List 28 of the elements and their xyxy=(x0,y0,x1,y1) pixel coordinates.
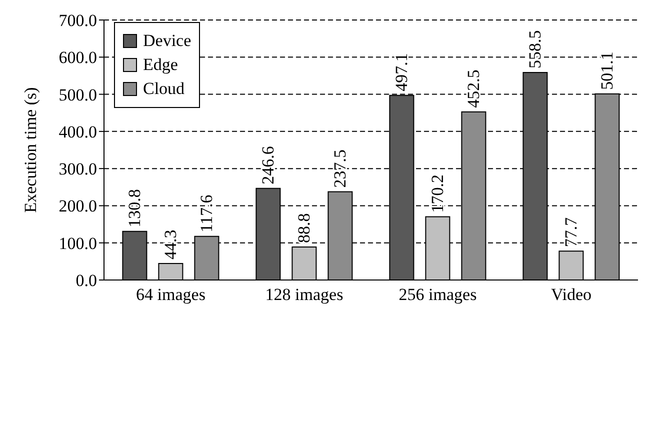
y-axis-title: Execution time (s) xyxy=(21,87,40,213)
data-label: 88.8 xyxy=(294,213,314,244)
y-tick-label: 200.0 xyxy=(58,196,97,216)
y-tick-label: 0.0 xyxy=(76,271,97,290)
data-label: 44.3 xyxy=(161,230,180,260)
data-label: 501.1 xyxy=(598,52,617,90)
y-tick-label: 300.0 xyxy=(58,160,97,179)
data-label: 117.6 xyxy=(197,194,216,232)
data-label: 130.8 xyxy=(125,189,144,228)
y-tick-label: 500.0 xyxy=(58,85,97,104)
data-label: 497.1 xyxy=(392,53,412,92)
legend-label: Edge xyxy=(143,55,178,75)
data-label: 246.6 xyxy=(258,146,278,184)
x-tick-label: 256 images xyxy=(398,285,477,304)
data-label: 237.5 xyxy=(330,150,350,188)
data-label: 558.5 xyxy=(526,30,545,69)
y-tick-label: 100.0 xyxy=(58,234,97,253)
y-tick-label: 700.0 xyxy=(58,11,97,30)
data-label: 170.2 xyxy=(428,174,448,213)
x-tick-label: Video xyxy=(550,285,592,304)
x-tick-label: 64 images xyxy=(136,285,206,304)
legend-label: Device xyxy=(143,31,192,51)
y-tick-label: 400.0 xyxy=(58,122,97,142)
data-label: 77.7 xyxy=(562,216,581,248)
data-label: 452.5 xyxy=(464,70,484,108)
x-tick-label: 128 images xyxy=(265,285,344,304)
legend-label: Cloud xyxy=(143,79,185,99)
y-tick-label: 600.0 xyxy=(58,48,97,68)
